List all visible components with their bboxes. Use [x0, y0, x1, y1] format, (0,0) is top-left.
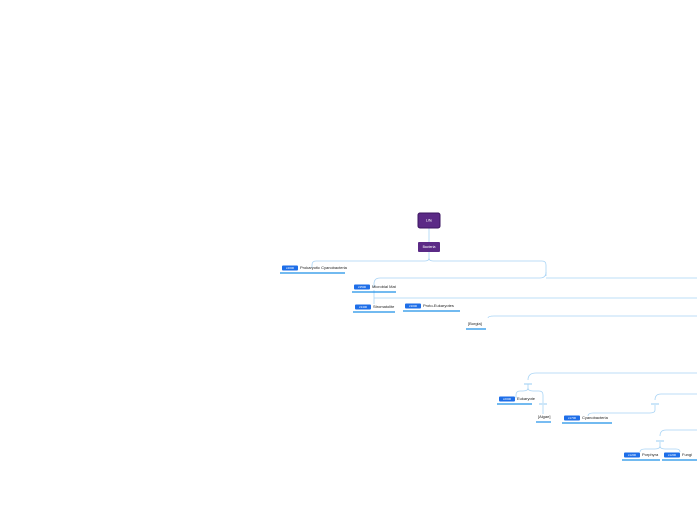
tag-badge [354, 284, 370, 290]
topic-label: [Borgia] [468, 321, 482, 326]
topic-label: Stromatolite [373, 304, 395, 309]
tag-text: c4000 [286, 266, 295, 270]
topic-node[interactable]: c2000 Eukaryote [497, 396, 536, 405]
topic-node[interactable]: [Algae] [536, 414, 551, 423]
topic-node[interactable]: c3400 Stromatolite [353, 304, 395, 313]
tag-badge [405, 303, 421, 309]
topic-node[interactable]: c3000 Proto-Eukaryotes [403, 303, 460, 312]
nodes: c4000 Prokaryotic Cyanobacteria c3500 Micro… [280, 265, 697, 461]
tag-badge [355, 304, 371, 310]
topic-label: Cyanobacteria [582, 415, 609, 420]
topic-label: Microbial Mat [372, 284, 397, 289]
topic-label: Porphyra [642, 452, 659, 457]
tag-badge [564, 415, 580, 421]
topic-label: Fungi [682, 452, 692, 457]
topic-label: [Algae] [538, 414, 550, 419]
topic-label: Prokaryotic Cyanobacteria [300, 265, 348, 270]
topic-label: Eukaryote [517, 396, 536, 401]
connectors [311, 228, 697, 453]
topic-node[interactable]: c1700 Cyanobacteria [562, 415, 612, 424]
topic-label: Proto-Eukaryotes [423, 303, 454, 308]
topic-node[interactable]: [Borgia] [466, 321, 486, 330]
tag-text: c1200 [668, 453, 677, 457]
tag-text: c2000 [503, 397, 512, 401]
main-label: Bacteria [423, 245, 436, 249]
tag-badge [624, 452, 640, 458]
tag-badge [282, 265, 298, 271]
tag-text: c3000 [409, 304, 418, 308]
topic-node[interactable]: c4000 Prokaryotic Cyanobacteria [280, 265, 348, 274]
tag-text: c1200 [628, 453, 637, 457]
topic-node[interactable]: c1200 Porphyra [622, 452, 660, 461]
topic-node[interactable]: c1200 Fungi [662, 452, 697, 461]
root-label: Life [426, 218, 433, 223]
root-node[interactable]: Life [417, 212, 441, 229]
tag-badge [499, 396, 515, 402]
main-node[interactable]: Bacteria [418, 242, 440, 252]
tag-text: c3400 [359, 305, 368, 309]
tag-text: c3500 [358, 285, 367, 289]
tag-badge [664, 452, 680, 458]
tag-text: c1700 [568, 416, 577, 420]
topic-node[interactable]: c3500 Microbial Mat [352, 284, 397, 293]
